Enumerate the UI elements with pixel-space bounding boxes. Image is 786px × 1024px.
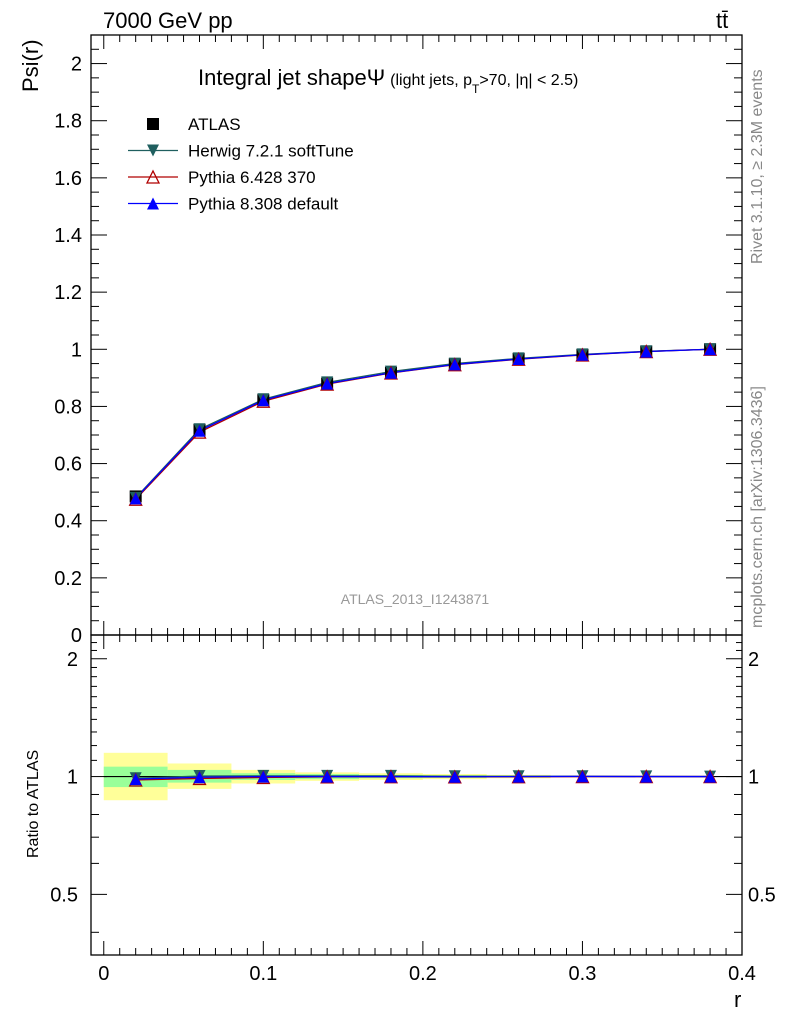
title-sub-subscript: T xyxy=(472,82,480,96)
legend: ATLAS Herwig 7.2.1 softTune Pythia 6.428 3… xyxy=(128,115,354,214)
data-point-pythia-8-308-default xyxy=(384,366,397,379)
y-tick-label: 0.6 xyxy=(54,454,82,476)
ratio-y-axis-label: Ratio to ATLAS xyxy=(25,750,42,858)
ratio-point-pythia-8-308-default xyxy=(704,770,717,783)
ratio-tick-label-right: 2 xyxy=(748,649,759,671)
legend-label-atlas: ATLAS xyxy=(188,115,241,134)
y-tick-label: 1.8 xyxy=(54,111,82,133)
y-tick-label: 1.4 xyxy=(54,225,82,247)
data-point-pythia-8-308-default xyxy=(257,394,270,407)
title-sub-prefix: (light jets, p xyxy=(390,72,472,89)
rivet-label: Rivet 3.1.10, ≥ 2.3M events xyxy=(749,69,766,264)
ratio-tick-label-right: 1 xyxy=(748,767,759,789)
ratio-tick-label-right: 0.5 xyxy=(748,884,776,906)
y-tick-label: 1 xyxy=(71,339,82,361)
data-point-pythia-8-308-default xyxy=(576,348,589,361)
data-point-pythia-8-308-default xyxy=(448,358,461,371)
title-main: Integral jet shape xyxy=(198,65,367,90)
x-tick-label: 0.2 xyxy=(409,963,437,985)
header-right: tt̄ xyxy=(716,8,728,33)
legend-label-pythia-6-428-370: Pythia 6.428 370 xyxy=(188,168,316,187)
series-line-pythia-8-308-default xyxy=(135,348,711,499)
data-point-pythia-8-308-default xyxy=(640,345,653,358)
data-point-pythia-8-308-default xyxy=(129,492,142,505)
x-tick-label: 0 xyxy=(98,963,109,985)
analysis-watermark: ATLAS_2013_I1243871 xyxy=(341,591,490,607)
ratio-point-pythia-8-308-default xyxy=(640,770,653,783)
ratio-tick-label-left: 1 xyxy=(67,767,78,789)
ratio-frame xyxy=(90,634,743,956)
ratio-point-pythia-8-308-default xyxy=(576,770,589,783)
y-axis-label: Psi(r) xyxy=(18,39,43,92)
ratio-point-pythia-8-308-default xyxy=(193,771,206,784)
ratio-tick-label-left: 0.5 xyxy=(50,884,78,906)
legend-marker-herwig-7-2-1-softtune xyxy=(147,144,159,157)
x-tick-label: 0.1 xyxy=(249,963,277,985)
x-axis-label: r xyxy=(734,987,741,1012)
ratio-point-pythia-8-308-default xyxy=(129,773,142,786)
ratio-line-pythia-8-308-default xyxy=(135,775,711,780)
x-tick-label: 0.3 xyxy=(569,963,597,985)
y-tick-label: 0.8 xyxy=(54,396,82,418)
legend-marker-atlas xyxy=(147,118,159,130)
series-line-herwig-7-2-1-softtune xyxy=(135,348,711,499)
y-tick-label: 0 xyxy=(71,625,82,647)
header-left: 7000 GeV pp xyxy=(103,8,233,33)
ratio-point-pythia-8-308-default xyxy=(384,770,397,783)
title-sub-suffix: >70, |η| < 2.5) xyxy=(479,72,578,89)
chart-title: Integral jet shapeΨ (light jets, pT>70, |… xyxy=(198,65,578,96)
y-tick-label: 0.2 xyxy=(54,568,82,590)
y-tick-label: 2 xyxy=(71,54,82,76)
ratio-point-pythia-8-308-default xyxy=(257,770,270,783)
ratio-point-pythia-8-308-default xyxy=(448,770,461,783)
legend-label-herwig-7-2-1-softtune: Herwig 7.2.1 softTune xyxy=(188,142,354,161)
legend-marker-pythia-6-428-370 xyxy=(145,169,161,184)
ratio-point-pythia-8-308-default xyxy=(512,770,525,783)
ratio-series-group xyxy=(128,769,718,787)
data-point-pythia-8-308-default xyxy=(512,353,525,365)
ratio-tick-label-left: 2 xyxy=(67,649,78,671)
y-tick-label: 1.6 xyxy=(54,168,82,190)
ratio-point-pythia-8-308-default xyxy=(321,770,334,783)
data-point-pythia-8-308-default xyxy=(704,343,717,356)
mcplots-label: mcplots.cern.ch [arXiv:1306.3436] xyxy=(749,386,766,628)
title-symbol: Ψ xyxy=(367,65,385,90)
y-tick-label: 1.2 xyxy=(54,282,82,304)
data-point-pythia-8-308-default xyxy=(321,377,334,390)
ticks: 0 0.1 0.2 0.3 0.4 0 0.2 0.4 0.6 0.8 1 1.2 1.4 1.6 1.8 2… xyxy=(50,34,776,985)
series-line-pythia-6-428-370 xyxy=(135,348,711,500)
data-point-pythia-8-308-default xyxy=(193,424,206,437)
legend-label-pythia-8-308-default: Pythia 8.308 default xyxy=(188,195,339,214)
main-series xyxy=(128,341,718,506)
legend-marker-pythia-8-308-default xyxy=(147,197,159,210)
y-tick-label: 0.4 xyxy=(54,511,82,533)
x-tick-label: 0.4 xyxy=(728,963,756,985)
